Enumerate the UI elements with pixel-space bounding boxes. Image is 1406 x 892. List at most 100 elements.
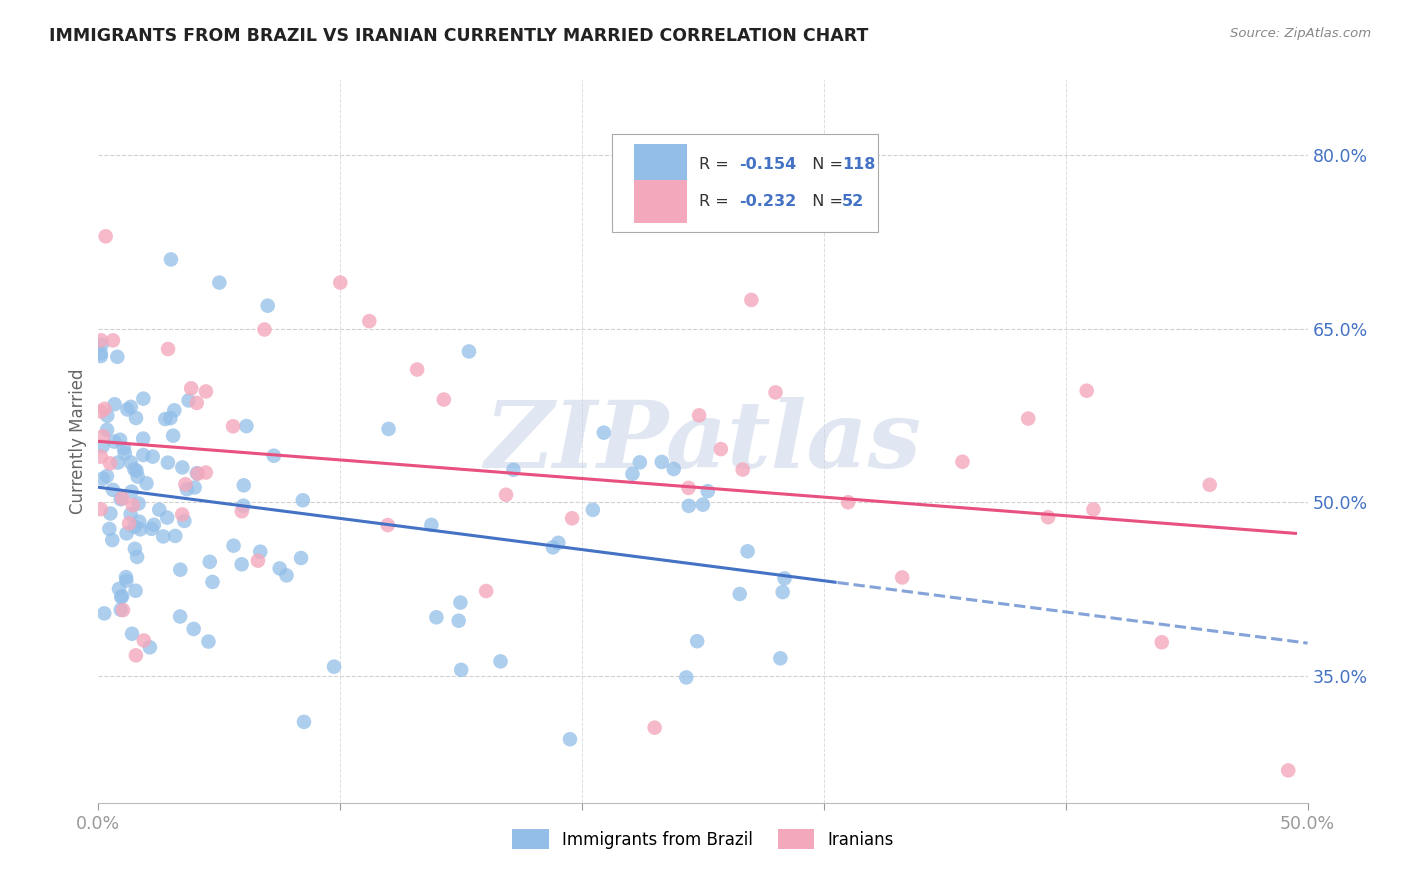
Point <box>90 450 112 464</box>
Point <box>246 554 269 568</box>
Point <box>91 439 114 453</box>
Point <box>111 603 134 617</box>
Point <box>163 403 186 417</box>
Point <box>201 574 224 589</box>
Point <box>541 541 564 555</box>
Text: 118: 118 <box>842 158 876 172</box>
Point <box>94 229 117 244</box>
Point <box>125 648 148 663</box>
Point <box>169 563 191 577</box>
Point <box>110 603 132 617</box>
Point <box>675 670 697 684</box>
Point <box>132 633 155 648</box>
Point <box>232 478 254 492</box>
Point <box>120 507 142 521</box>
Point <box>156 456 179 470</box>
Point <box>142 450 165 464</box>
Point <box>1198 477 1220 491</box>
Point <box>1150 635 1173 649</box>
Point <box>112 441 135 455</box>
Point <box>292 714 315 729</box>
Point <box>90 404 112 418</box>
Point <box>377 518 399 533</box>
Point <box>111 491 134 506</box>
Point <box>359 314 381 328</box>
Point <box>235 419 257 434</box>
Point <box>731 462 754 476</box>
Point <box>256 299 278 313</box>
Text: R =: R = <box>699 194 734 209</box>
Point <box>495 488 517 502</box>
Point <box>232 499 254 513</box>
Point <box>91 472 114 486</box>
Point <box>174 477 197 491</box>
Point <box>558 732 581 747</box>
Point <box>101 533 124 547</box>
Point <box>231 504 253 518</box>
Point <box>93 607 115 621</box>
Point <box>772 585 794 599</box>
Point <box>688 409 710 423</box>
Point <box>662 462 685 476</box>
Point <box>253 322 276 336</box>
Point <box>132 432 155 446</box>
Point <box>124 583 146 598</box>
Point <box>96 409 118 423</box>
Point <box>323 659 346 673</box>
Point <box>269 561 291 575</box>
Point <box>169 609 191 624</box>
Point <box>115 526 138 541</box>
Y-axis label: Currently Married: Currently Married <box>69 368 87 515</box>
Text: Source: ZipAtlas.com: Source: ZipAtlas.com <box>1230 27 1371 40</box>
Point <box>222 539 245 553</box>
Point <box>186 467 208 481</box>
Point <box>159 411 181 425</box>
Point <box>120 400 142 414</box>
Point <box>124 541 146 556</box>
Point <box>152 529 174 543</box>
Text: -0.154: -0.154 <box>740 158 797 172</box>
Point <box>547 536 569 550</box>
Point <box>177 393 200 408</box>
Point <box>740 293 762 307</box>
Point <box>93 401 115 416</box>
Point <box>194 466 217 480</box>
Point <box>458 344 481 359</box>
Point <box>124 462 146 476</box>
Point <box>172 508 194 522</box>
Point <box>90 502 112 516</box>
Point <box>121 484 143 499</box>
Point <box>728 587 751 601</box>
Point <box>98 522 121 536</box>
Point <box>222 419 245 434</box>
Point <box>90 346 112 360</box>
Point <box>489 654 512 668</box>
Point <box>1017 411 1039 425</box>
Point <box>696 484 718 499</box>
Point <box>110 590 132 604</box>
Point <box>475 584 498 599</box>
Point <box>127 469 149 483</box>
Point <box>1036 510 1059 524</box>
Point <box>110 492 132 507</box>
Text: R =: R = <box>699 158 734 172</box>
Point <box>194 384 217 399</box>
Point <box>773 571 796 585</box>
Point <box>96 423 118 437</box>
Point <box>651 455 673 469</box>
Point <box>132 448 155 462</box>
Point <box>420 517 443 532</box>
Point <box>183 622 205 636</box>
Point <box>121 626 143 640</box>
Point <box>176 482 198 496</box>
Point <box>121 498 143 512</box>
Text: ZIPatlas: ZIPatlas <box>485 397 921 486</box>
Point <box>128 515 150 529</box>
Point <box>447 614 470 628</box>
Text: IMMIGRANTS FROM BRAZIL VS IRANIAN CURRENTLY MARRIED CORRELATION CHART: IMMIGRANTS FROM BRAZIL VS IRANIAN CURREN… <box>49 27 869 45</box>
Point <box>101 483 124 497</box>
Point <box>117 402 139 417</box>
Point <box>105 350 128 364</box>
Point <box>329 276 352 290</box>
Point <box>406 362 429 376</box>
